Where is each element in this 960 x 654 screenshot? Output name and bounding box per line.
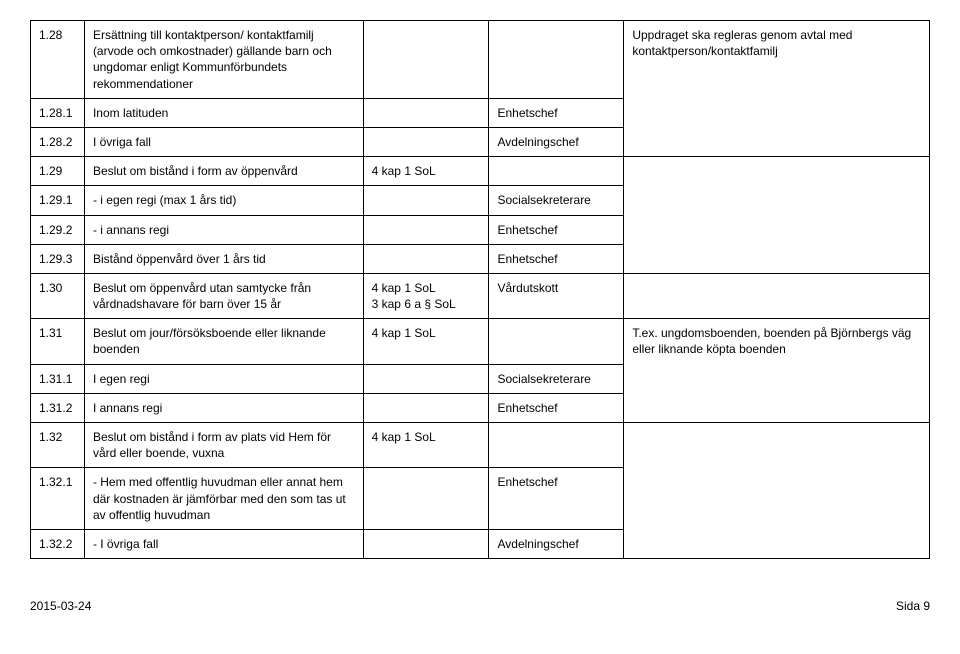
cell-number: 1.31.1	[31, 364, 85, 393]
cell-law: 4 kap 1 SoL	[363, 157, 489, 186]
cell-law: 4 kap 1 SoL 3 kap 6 a § SoL	[363, 273, 489, 318]
cell-number: 1.32.1	[31, 468, 85, 530]
cell-description: - I övriga fall	[84, 529, 363, 558]
table-row: 1.32Beslut om bistånd i form av plats vi…	[31, 423, 930, 468]
cell-description: Inom latituden	[84, 98, 363, 127]
table-row: 1.28Ersättning till kontaktperson/ konta…	[31, 21, 930, 99]
cell-number: 1.29.3	[31, 244, 85, 273]
cell-law	[363, 127, 489, 156]
cell-law	[363, 186, 489, 215]
cell-number: 1.29	[31, 157, 85, 186]
table-row: 1.29Beslut om bistånd i form av öppenvår…	[31, 157, 930, 186]
cell-note	[624, 273, 930, 318]
cell-number: 1.28.2	[31, 127, 85, 156]
cell-note	[624, 423, 930, 559]
cell-responsible	[489, 21, 624, 99]
footer-date: 2015-03-24	[30, 599, 91, 613]
table-row: 1.30Beslut om öppenvård utan samtycke fr…	[31, 273, 930, 318]
cell-description: Beslut om jour/försöksboende eller likna…	[84, 319, 363, 364]
cell-responsible: Avdelningschef	[489, 529, 624, 558]
cell-number: 1.28	[31, 21, 85, 99]
cell-responsible	[489, 319, 624, 364]
cell-responsible: Enhetschef	[489, 468, 624, 530]
cell-law	[363, 529, 489, 558]
cell-law	[363, 244, 489, 273]
cell-description: I övriga fall	[84, 127, 363, 156]
cell-law	[363, 364, 489, 393]
cell-number: 1.29.2	[31, 215, 85, 244]
cell-number: 1.29.1	[31, 186, 85, 215]
cell-note	[624, 157, 930, 274]
cell-law: 4 kap 1 SoL	[363, 423, 489, 468]
cell-note: T.ex. ungdomsboenden, boenden på Björnbe…	[624, 319, 930, 423]
cell-number: 1.32.2	[31, 529, 85, 558]
cell-number: 1.28.1	[31, 98, 85, 127]
cell-law	[363, 215, 489, 244]
cell-description: Ersättning till kontaktperson/ kontaktfa…	[84, 21, 363, 99]
cell-description: Bistånd öppenvård över 1 års tid	[84, 244, 363, 273]
cell-responsible: Enhetschef	[489, 215, 624, 244]
cell-number: 1.31	[31, 319, 85, 364]
page-footer: 2015-03-24 Sida 9	[30, 599, 930, 613]
cell-description: - i egen regi (max 1 års tid)	[84, 186, 363, 215]
cell-responsible: Enhetschef	[489, 244, 624, 273]
cell-law	[363, 21, 489, 99]
cell-law	[363, 468, 489, 530]
cell-description: - i annans regi	[84, 215, 363, 244]
cell-responsible	[489, 423, 624, 468]
footer-page: Sida 9	[896, 599, 930, 613]
cell-responsible: Socialsekreterare	[489, 364, 624, 393]
cell-law: 4 kap 1 SoL	[363, 319, 489, 364]
delegation-table: 1.28Ersättning till kontaktperson/ konta…	[30, 20, 930, 559]
cell-description: Beslut om bistånd i form av plats vid He…	[84, 423, 363, 468]
table-row: 1.31Beslut om jour/försöksboende eller l…	[31, 319, 930, 364]
cell-responsible: Vårdutskott	[489, 273, 624, 318]
cell-number: 1.30	[31, 273, 85, 318]
cell-description: Beslut om bistånd i form av öppenvård	[84, 157, 363, 186]
cell-description: - Hem med offentlig huvudman eller annat…	[84, 468, 363, 530]
cell-responsible: Enhetschef	[489, 393, 624, 422]
cell-note: Uppdraget ska regleras genom avtal med k…	[624, 21, 930, 157]
cell-law	[363, 98, 489, 127]
cell-number: 1.32	[31, 423, 85, 468]
cell-description: I egen regi	[84, 364, 363, 393]
cell-number: 1.31.2	[31, 393, 85, 422]
cell-responsible: Socialsekreterare	[489, 186, 624, 215]
cell-description: I annans regi	[84, 393, 363, 422]
cell-responsible: Enhetschef	[489, 98, 624, 127]
cell-responsible	[489, 157, 624, 186]
cell-description: Beslut om öppenvård utan samtycke från v…	[84, 273, 363, 318]
cell-law	[363, 393, 489, 422]
cell-responsible: Avdelningschef	[489, 127, 624, 156]
